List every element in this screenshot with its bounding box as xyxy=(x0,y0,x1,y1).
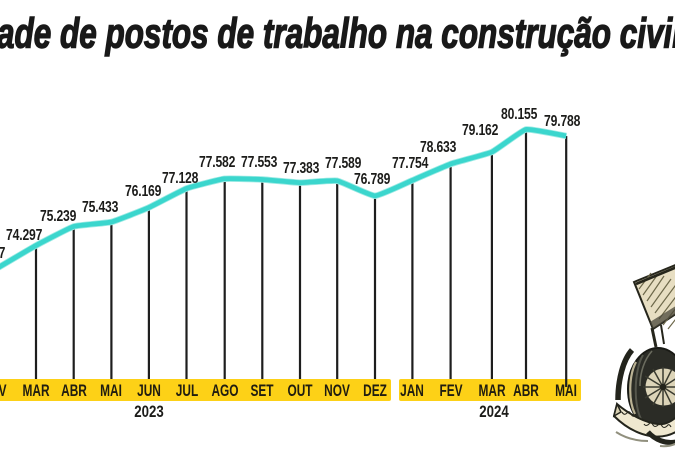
svg-text:ade de postos de trabalho na c: ade de postos de trabalho na construção … xyxy=(0,10,675,57)
